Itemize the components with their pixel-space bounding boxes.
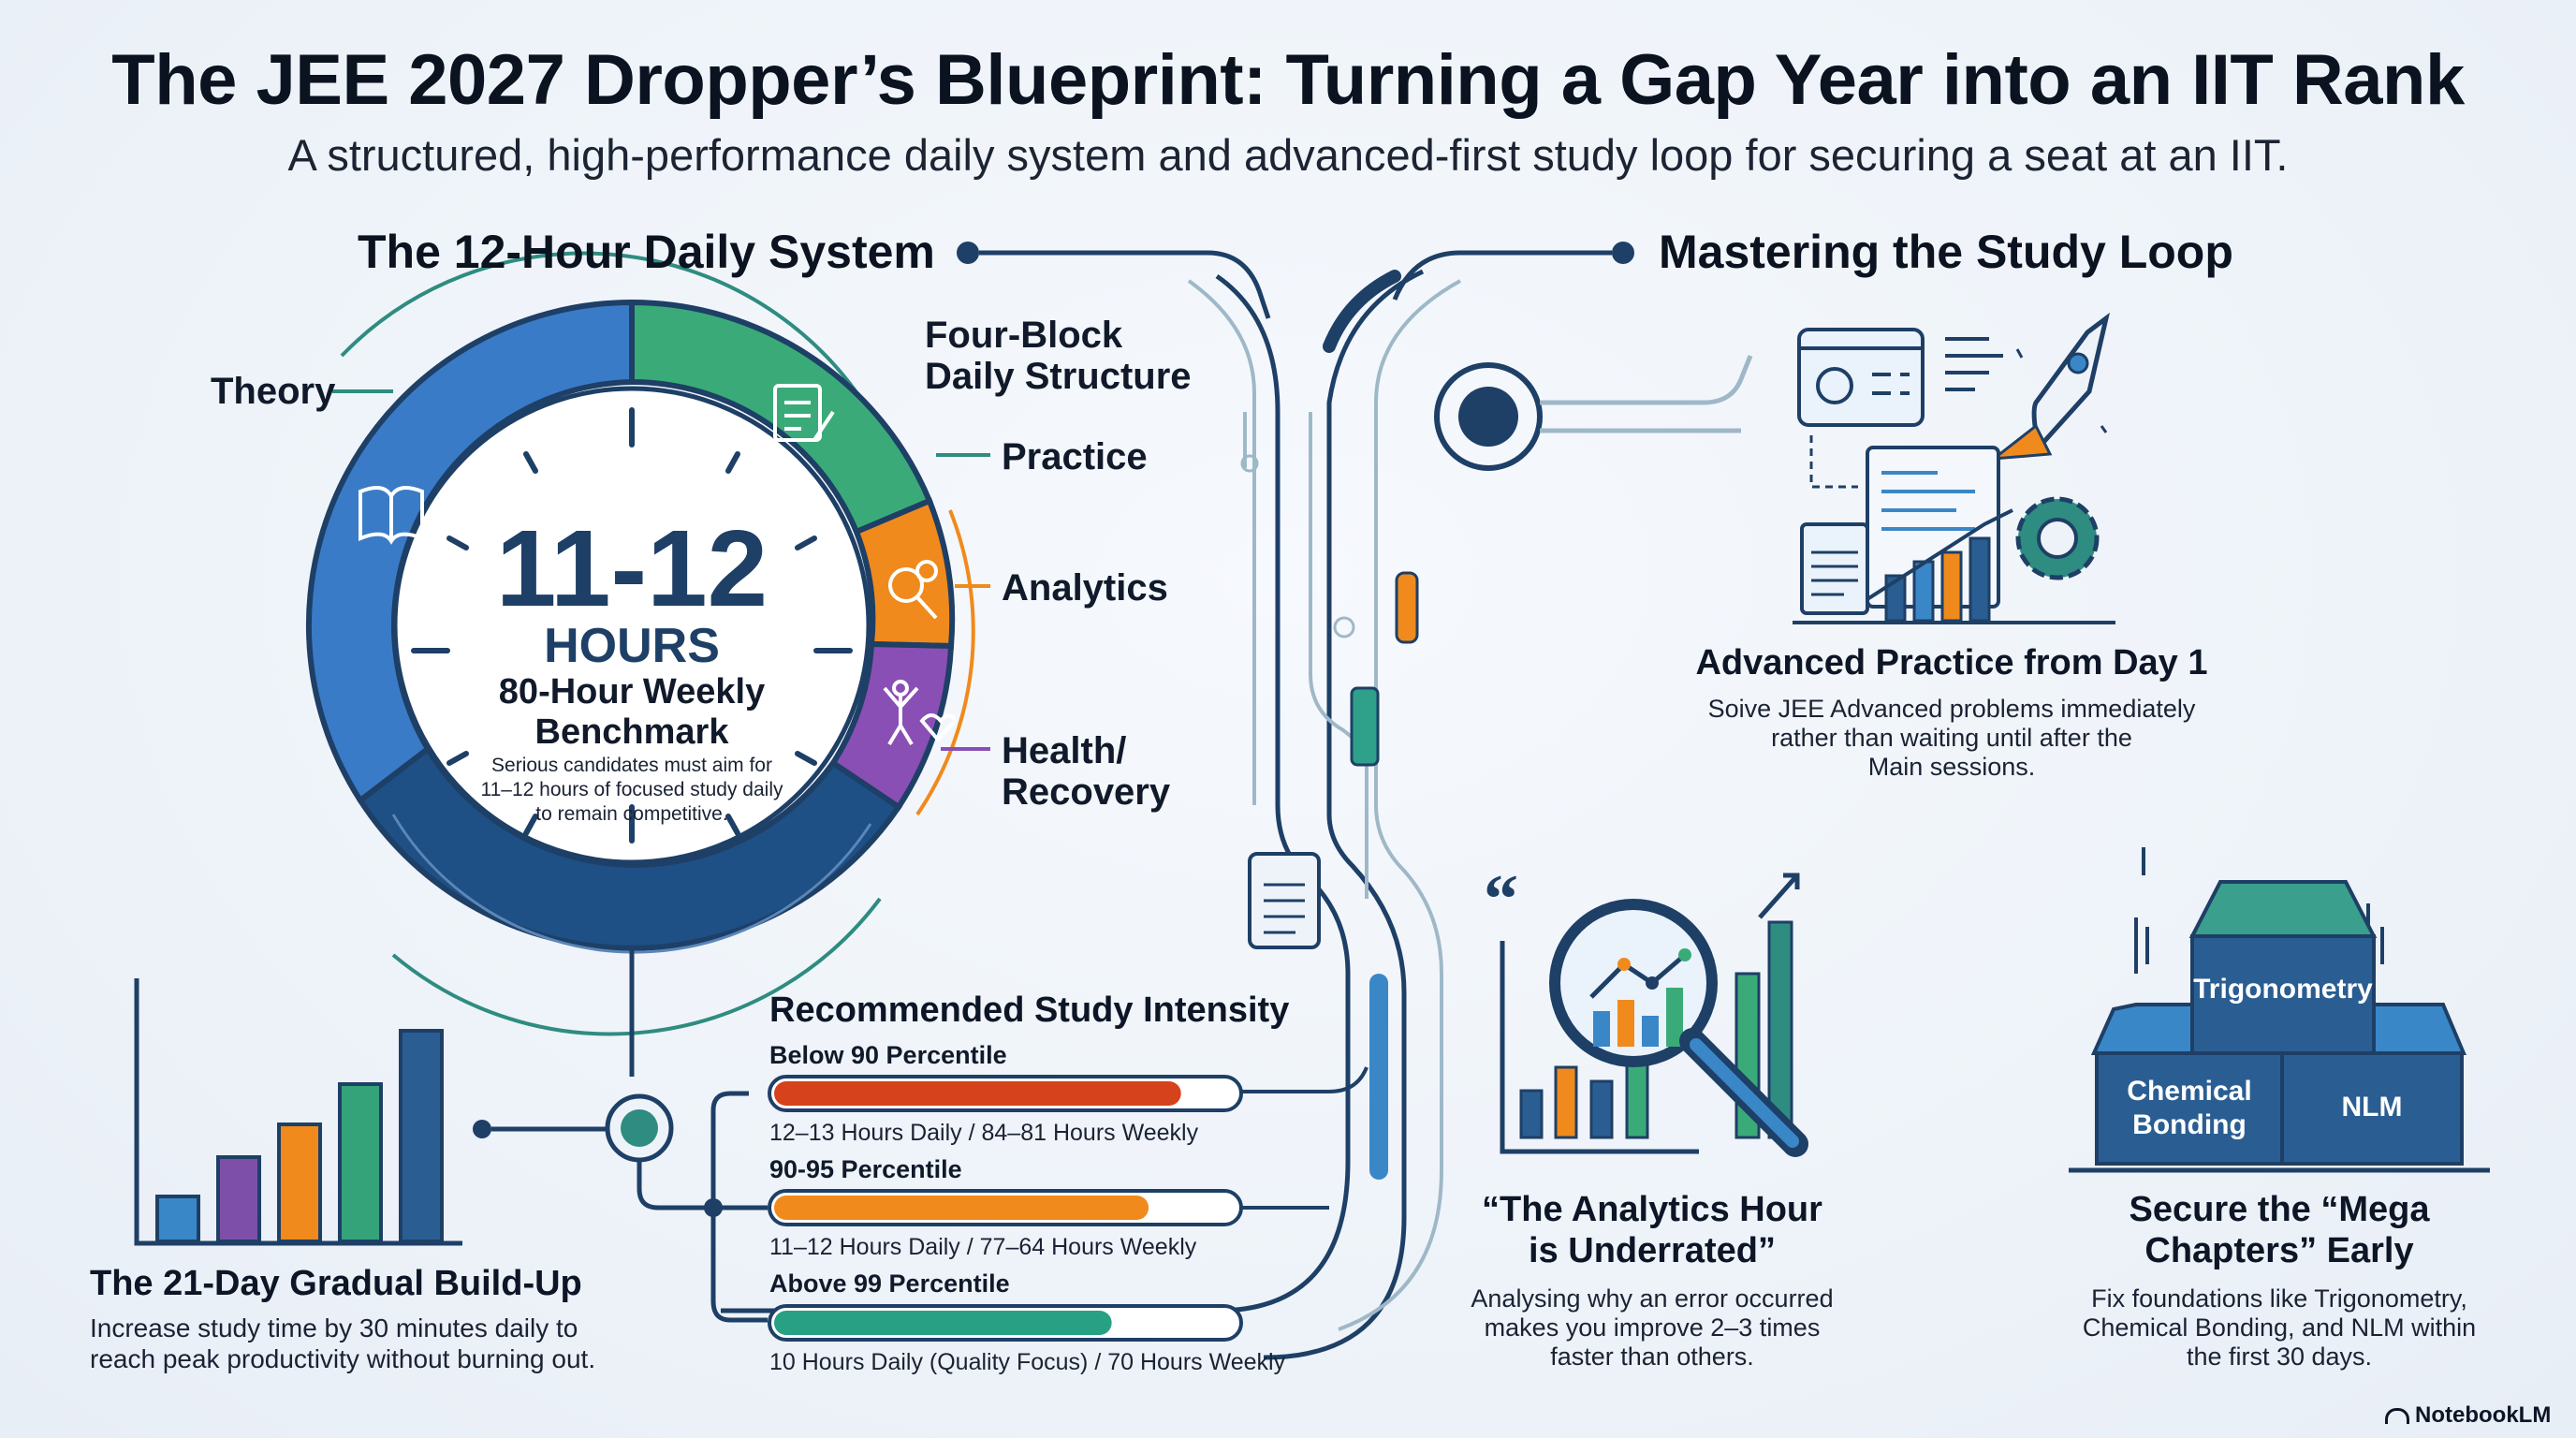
bar1-tail: [1241, 1066, 1368, 1093]
mega-title: Secure the “Mega Chapters” Early: [2129, 1190, 2430, 1270]
donut-chart: [305, 299, 958, 954]
buildup-bar: [155, 1195, 200, 1243]
daily-system-heading: The 12-Hour Daily System: [358, 226, 935, 278]
weekly-benchmark: 80-Hour Weekly Benchmark: [498, 672, 766, 752]
rocket-icon: [2031, 312, 2110, 453]
buildup-title: The 21-Day Gradual Build-Up: [90, 1264, 582, 1303]
analytics-text: Analysing why an error occurred makes yo…: [1471, 1284, 1834, 1371]
label-health: Health/ Recovery: [1002, 730, 1171, 813]
connector-dot-right: [1612, 242, 1634, 264]
benchmark-note: Serious candidates must aim for 11–12 ho…: [480, 755, 783, 825]
label-analytics: Analytics: [1002, 567, 1168, 609]
outer-ring-top: [340, 251, 877, 423]
block-nlm: NLM: [2341, 1092, 2403, 1123]
intensity-heading: Recommended Study Intensity: [769, 990, 1290, 1030]
clock-ticks: [411, 407, 853, 844]
gear-icon: [2015, 496, 2100, 580]
intensity-fill: [774, 1196, 1149, 1220]
buildup-text: Increase study time by 30 minutes daily …: [90, 1313, 596, 1373]
pale-track: [1187, 279, 1256, 805]
track-capsule-orange: [1395, 571, 1419, 644]
connector-line-left: [979, 250, 1271, 319]
study-loop-heading: Mastering the Study Loop: [1659, 226, 2233, 278]
intensity-row-3-detail: 10 Hours Daily (Quality Focus) / 70 Hour…: [769, 1349, 1286, 1375]
intensity-row-1-detail: 12–13 Hours Daily / 84–81 Hours Weekly: [769, 1120, 1199, 1146]
segment-theory: [305, 299, 635, 805]
buildup-dot: [473, 1120, 491, 1138]
track-arc-thick: [1323, 270, 1401, 353]
intensity-fill: [774, 1311, 1112, 1335]
quote-icon: “: [1484, 861, 1518, 938]
notebook-icon: [2385, 1408, 2409, 1425]
brand-logo: NotebookLM: [2385, 1402, 2551, 1429]
buildup-bar: [216, 1155, 261, 1243]
buildup-chart: [134, 978, 462, 1246]
notepad-icon: [773, 384, 835, 442]
intensity-row-1-label: Below 90 Percentile: [769, 1041, 1007, 1069]
page-subtitle: A structured, high-performance daily sys…: [287, 130, 2289, 180]
bars-connector: [637, 1160, 713, 1211]
atom-icon: [1816, 367, 1853, 404]
buildup-bar: [399, 1029, 444, 1243]
segment-bottom: [356, 744, 903, 951]
mega-chapters-illustration: [2069, 847, 2490, 1173]
book-icon: [359, 486, 424, 545]
track-document-lines: [1264, 883, 1305, 934]
block-trigonometry: Trigonometry: [2193, 974, 2373, 1005]
track-node: [1333, 616, 1355, 638]
gear-search-icon: [888, 560, 938, 620]
connector-dot-left: [957, 242, 979, 264]
hours-unit: HOURS: [544, 619, 720, 673]
outer-ring-bottom: [391, 897, 882, 1036]
analytics-title: “The Analytics Hour is Underrated”: [1482, 1190, 1822, 1270]
brand-name: NotebookLM: [2415, 1402, 2552, 1428]
intensity-row-3-label: Above 99 Percentile: [769, 1269, 1010, 1298]
mini-bars: [1884, 536, 1991, 623]
label-practice: Practice: [1002, 436, 1148, 477]
pale-track-2: [1309, 412, 1368, 899]
intensity-row-2-detail: 11–12 Hours Daily / 77–64 Hours Weekly: [769, 1234, 1197, 1260]
stem-node-inner: [621, 1109, 658, 1147]
central-track-2: [1263, 269, 1425, 1360]
advanced-practice-illustration: [1793, 312, 2115, 624]
connector-line-right: [1392, 250, 1612, 301]
hub-line-1: [1540, 355, 1753, 405]
analytics-illustration: “: [1484, 861, 1808, 1157]
hub-center: [1458, 387, 1518, 447]
rocket-flame: [1989, 423, 2053, 461]
outer-ring-right: [915, 509, 975, 816]
pale-dot: [1240, 454, 1259, 473]
segment-bottom-inner: [391, 814, 872, 954]
intensity-bars: [768, 1075, 1243, 1342]
document-icon: [1800, 522, 1869, 615]
clock-face: [392, 386, 871, 865]
intensity-fill: [774, 1081, 1181, 1106]
four-block-label: Four-Block Daily Structure: [925, 315, 1192, 397]
label-theory: Theory: [211, 371, 336, 412]
pale-track-3: [1338, 279, 1461, 1331]
advanced-title: Advanced Practice from Day 1: [1695, 643, 2208, 682]
buildup-bar: [277, 1123, 322, 1243]
page-title: The JEE 2027 Dropper’s Blueprint: Turnin…: [111, 40, 2465, 120]
intensity-row-2-label: 90-95 Percentile: [769, 1155, 962, 1183]
hours-big: 11-12: [495, 507, 768, 629]
block-chemical-bonding: Chemical Bonding: [2127, 1076, 2252, 1140]
buildup-bar: [338, 1082, 383, 1243]
screen-icon: [1797, 328, 1925, 427]
mega-text: Fix foundations like Trigonometry, Chemi…: [2082, 1284, 2477, 1371]
advanced-text: Soive JEE Advanced problems immediately …: [1707, 695, 2196, 781]
fitness-icon: [883, 680, 958, 746]
track-capsule-blue: [1369, 974, 1388, 1180]
track-capsule-teal: [1350, 686, 1380, 767]
